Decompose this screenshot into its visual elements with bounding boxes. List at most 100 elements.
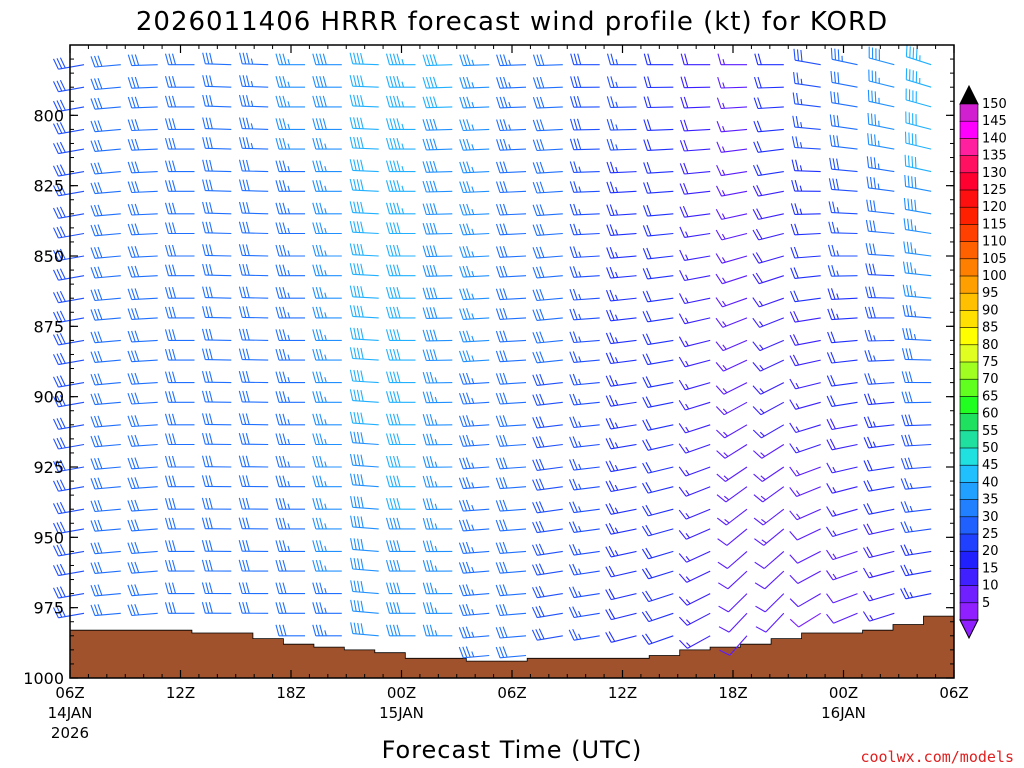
wind-barb bbox=[718, 612, 748, 633]
wind-barb bbox=[568, 501, 600, 514]
x-tick-time: 18Z bbox=[718, 684, 747, 702]
wind-barb bbox=[900, 501, 932, 513]
wind-barb bbox=[275, 137, 305, 150]
wind-barb bbox=[53, 459, 85, 473]
wind-barb bbox=[422, 349, 453, 362]
wind-barb bbox=[642, 290, 674, 303]
wind-barb bbox=[826, 374, 858, 387]
wind-barb bbox=[312, 202, 342, 215]
wind-barb bbox=[385, 433, 416, 446]
wind-barb bbox=[238, 455, 269, 468]
wind-barb bbox=[904, 174, 932, 192]
wind-barb bbox=[53, 248, 85, 262]
y-tick-label: 925 bbox=[33, 458, 64, 477]
wind-barb bbox=[275, 582, 305, 595]
wind-barb bbox=[127, 54, 158, 67]
wind-barb bbox=[532, 96, 563, 109]
wind-barb bbox=[349, 94, 379, 108]
wind-barb bbox=[641, 567, 674, 580]
wind-barb bbox=[789, 528, 821, 541]
wind-barb bbox=[678, 443, 711, 454]
wind-barb bbox=[606, 266, 637, 279]
wind-barb bbox=[715, 253, 748, 264]
wind-barb bbox=[863, 436, 895, 449]
wind-barb bbox=[312, 559, 342, 572]
wind-barb bbox=[458, 561, 490, 574]
wind-barb bbox=[53, 479, 85, 492]
wind-barb bbox=[866, 176, 895, 192]
wind-barb bbox=[53, 437, 85, 450]
y-tick-label: 950 bbox=[33, 528, 64, 547]
wind-barb bbox=[349, 305, 379, 319]
wind-barb bbox=[678, 313, 711, 325]
wind-barb bbox=[605, 480, 637, 493]
wind-barb bbox=[827, 244, 858, 257]
colorbar-swatch bbox=[959, 378, 979, 398]
wind-barb bbox=[127, 541, 158, 554]
colorbar-swatch bbox=[959, 138, 979, 157]
wind-barb bbox=[754, 528, 785, 546]
wind-barb bbox=[719, 635, 748, 656]
wind-barb bbox=[164, 602, 195, 614]
x-tick-time: 12Z bbox=[608, 684, 637, 702]
wind-barb bbox=[422, 540, 453, 553]
wind-barb bbox=[90, 97, 121, 110]
wind-barb bbox=[90, 162, 121, 175]
wind-barb bbox=[201, 432, 232, 446]
wind-barb bbox=[275, 53, 305, 66]
wind-barb bbox=[422, 96, 453, 109]
wind-barb bbox=[458, 372, 490, 385]
x-tick-date: 16JAN bbox=[821, 704, 866, 722]
wind-barb bbox=[789, 354, 821, 367]
wind-barb bbox=[90, 542, 121, 555]
wind-barb bbox=[90, 308, 121, 321]
wind-barb bbox=[422, 475, 453, 488]
wind-barb bbox=[678, 336, 711, 348]
wind-barb bbox=[350, 622, 379, 637]
wind-barb bbox=[828, 201, 858, 215]
wind-barb bbox=[127, 330, 158, 343]
colorbar-swatch bbox=[959, 430, 979, 449]
wind-barb bbox=[753, 486, 785, 503]
wind-barb bbox=[312, 413, 342, 426]
wind-barb bbox=[605, 437, 637, 450]
colorbar-swatch bbox=[959, 396, 979, 415]
wind-barb bbox=[349, 263, 379, 277]
wind-barb bbox=[164, 222, 195, 235]
wind-barb bbox=[717, 550, 748, 569]
wind-barb bbox=[164, 160, 195, 173]
wind-barb bbox=[868, 69, 895, 88]
wind-barb bbox=[164, 264, 195, 277]
wind-barb bbox=[459, 96, 490, 109]
wind-barb bbox=[495, 330, 527, 343]
wind-barb bbox=[164, 559, 195, 572]
wind-barb bbox=[789, 593, 821, 608]
wind-barb bbox=[164, 433, 195, 446]
wind-barb bbox=[312, 306, 342, 319]
wind-barb bbox=[790, 267, 821, 279]
wind-barb bbox=[904, 154, 932, 173]
wind-barb bbox=[422, 371, 453, 384]
wind-barb bbox=[569, 118, 600, 131]
wind-barb bbox=[532, 373, 563, 386]
wind-barb bbox=[826, 593, 858, 604]
wind-barb bbox=[865, 286, 895, 299]
wind-barb bbox=[90, 477, 121, 490]
wind-barb bbox=[789, 443, 821, 454]
wind-barb bbox=[385, 222, 416, 235]
wind-barb bbox=[312, 540, 342, 552]
wind-barb bbox=[275, 498, 305, 510]
wind-barb bbox=[458, 499, 490, 512]
wind-barb bbox=[496, 138, 527, 151]
wind-barb bbox=[312, 53, 342, 66]
wind-barb bbox=[275, 517, 305, 530]
wind-barb bbox=[90, 224, 121, 237]
wind-barb bbox=[385, 582, 416, 595]
wind-barb bbox=[275, 391, 305, 403]
wind-barb bbox=[385, 76, 416, 88]
wind-barb bbox=[789, 612, 821, 628]
x-tick-time: 06Z bbox=[497, 684, 526, 702]
wind-barb bbox=[606, 96, 637, 108]
wind-barb bbox=[752, 184, 784, 197]
wind-barb bbox=[238, 201, 269, 215]
